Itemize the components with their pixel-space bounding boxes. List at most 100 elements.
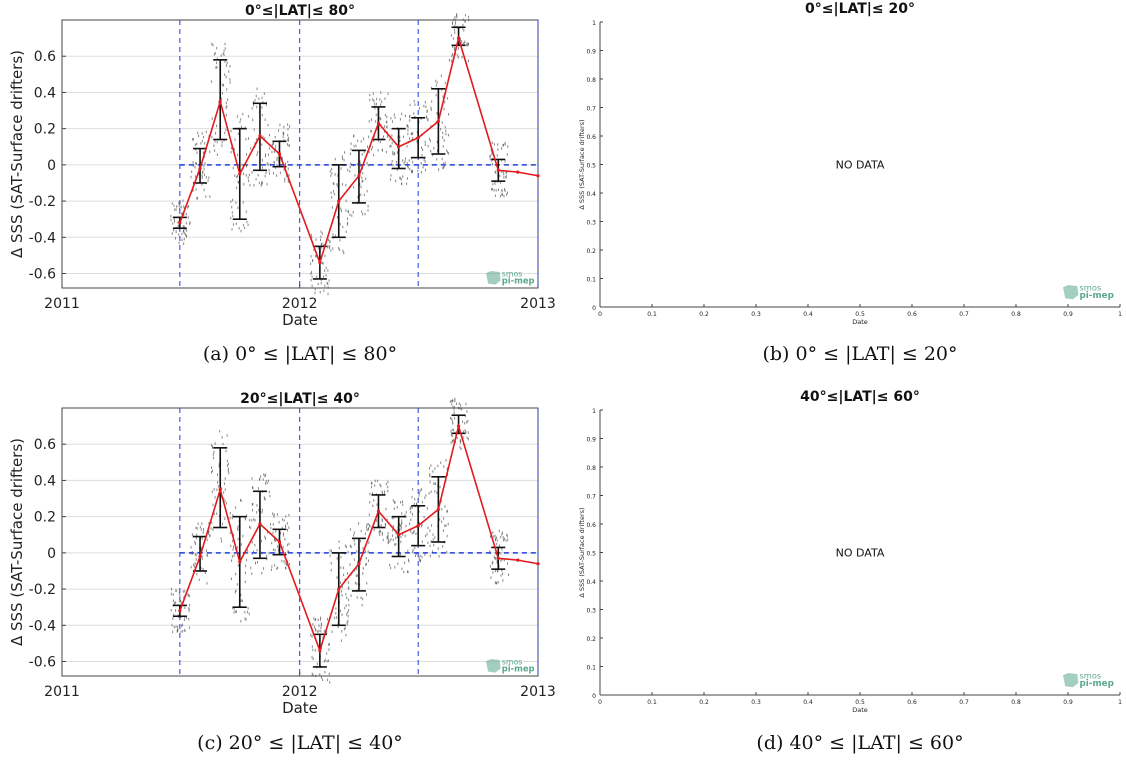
mean-point	[516, 558, 520, 562]
mean-point	[258, 522, 262, 526]
x-tick-label: 2013	[520, 684, 556, 700]
scatter-cloud	[170, 397, 509, 684]
y-tick-label: 0.4	[586, 191, 596, 198]
y-tick-label: 0.2	[586, 248, 596, 255]
y-tick-label: 0.7	[586, 106, 596, 113]
y-tick-label: 0.9	[586, 437, 596, 444]
y-tick-label: -0.6	[29, 267, 56, 283]
mean-point	[456, 36, 461, 40]
y-tick-label: 0.4	[34, 473, 56, 489]
x-tick-label: 0.8	[1011, 311, 1021, 318]
x-tick-label: 0.2	[699, 311, 709, 318]
mean-point	[357, 562, 361, 566]
chart-title: 0°≤|LAT|≤ 80°	[245, 3, 355, 19]
svg-text:smos: smos	[1080, 671, 1102, 681]
y-tick-label: 0.8	[586, 465, 596, 472]
y-tick-label: -0.2	[29, 582, 56, 598]
chart-a: 0°≤|LAT|≤ 80° -0.6 -0.4 -0.2 0 0.2 0.4 0.6 2011 2…	[8, 3, 556, 329]
x-tick-label: 2012	[282, 296, 318, 312]
x-axis-label: Date	[282, 311, 318, 329]
chart-d: 40°≤|LAT|≤ 60° 0 0.1 0.2 0.3 0.4 0.5 0.6 0.7 0.8 0…	[578, 389, 1122, 714]
mean-point	[277, 152, 282, 156]
panel-c: 20°≤|LAT|≤ 40° -0.6 -0.4 -0.2 0 0.2 0.4 0.6 2011…	[0, 388, 563, 718]
x-tick-label: 0.7	[959, 699, 969, 706]
y-tick-label: 0.5	[586, 551, 596, 558]
caption-b: (b) 0° ≤ |LAT| ≤ 20°	[762, 343, 958, 365]
y-tick-label: 1	[592, 20, 596, 27]
y-tick-label: 0.6	[586, 134, 596, 141]
y-tick-label: 0.1	[586, 277, 596, 284]
y-tick-label: 0.2	[586, 636, 596, 643]
y-tick-label: 0.6	[34, 437, 56, 453]
x-tick-label: 0.1	[647, 699, 657, 706]
scatter-cloud	[170, 13, 509, 296]
caption-c: (c) 20° ≤ |LAT| ≤ 40°	[197, 732, 403, 754]
y-tick-label: 0.7	[586, 494, 596, 501]
mean-point	[496, 168, 500, 172]
mean-point	[376, 121, 381, 125]
y-tick-label: 0.5	[586, 163, 596, 170]
mean-point	[416, 524, 420, 528]
y-tick-label: 0.4	[34, 85, 56, 101]
mean-point	[178, 221, 182, 225]
mean-point	[436, 507, 440, 512]
x-tick-label: 0.3	[751, 699, 761, 706]
mean-point	[178, 609, 182, 613]
y-tick-label: 0.1	[586, 665, 596, 672]
x-tick-label: 0.5	[855, 311, 865, 318]
x-axis-label: Date	[852, 706, 868, 714]
mean-point	[238, 560, 242, 564]
mean-point	[198, 554, 202, 559]
y-tick-label: 0.3	[586, 220, 596, 227]
y-tick-label: 0.3	[586, 608, 596, 615]
svg-text:smos: smos	[502, 657, 523, 666]
x-tick-label: 0.7	[959, 311, 969, 318]
caption-d: (d) 40° ≤ |LAT| ≤ 60°	[756, 732, 964, 754]
mean-point	[536, 562, 540, 566]
mean-point	[416, 136, 420, 140]
y-tick-label: 1	[592, 408, 596, 415]
x-tick-label: 2011	[44, 296, 80, 312]
mean-point	[536, 174, 540, 178]
y-axis-label: Δ SSS (SAT-Surface drifters)	[578, 507, 586, 597]
panel-d: 40°≤|LAT|≤ 60° 0 0.1 0.2 0.3 0.4 0.5 0.6 0.7 0.8 0…	[563, 388, 1126, 718]
svg-text:pi-mep: pi-mep	[1080, 679, 1114, 689]
x-tick-label: 0.6	[907, 311, 917, 318]
y-tick-label: 0	[47, 546, 56, 562]
mean-point	[456, 424, 461, 428]
x-tick-label: 2012	[282, 684, 318, 700]
x-tick-label: 0.8	[1011, 699, 1021, 706]
y-tick-label: -0.6	[29, 655, 56, 671]
x-tick-label: 0.6	[907, 699, 917, 706]
chart-c: 20°≤|LAT|≤ 40° -0.6 -0.4 -0.2 0 0.2 0.4 0.6 2011…	[8, 391, 556, 717]
y-tick-label: 0	[47, 158, 56, 174]
chart-title: 40°≤|LAT|≤ 60°	[800, 389, 920, 405]
mean-point	[198, 166, 202, 171]
panel-b: 0°≤|LAT|≤ 20° 0 0.1 0.2 0.3 0.4 0.5 0.6 0.7 0.8 0.…	[563, 0, 1126, 330]
y-tick-label: 0.6	[586, 522, 596, 529]
mean-point	[357, 174, 361, 178]
mean-point	[318, 649, 322, 653]
mean-point	[376, 509, 381, 513]
svg-text:pi-mep: pi-mep	[1080, 291, 1114, 301]
x-tick-label: 0.4	[803, 699, 813, 706]
no-data-label: NO DATA	[836, 159, 885, 172]
y-tick-label: 0.4	[586, 579, 596, 586]
chart-title: 0°≤|LAT|≤ 20°	[805, 1, 915, 17]
x-tick-label: 0.3	[751, 311, 761, 318]
mean-point	[496, 556, 500, 560]
y-axis-label: Δ SSS (SAT-Surface drifters)	[8, 50, 26, 258]
mean-point	[337, 199, 341, 203]
x-axis-label: Date	[852, 318, 868, 326]
x-tick-label: 0.5	[855, 699, 865, 706]
mean-point	[277, 540, 282, 544]
chart-title: 20°≤|LAT|≤ 40°	[240, 391, 360, 407]
x-tick-label: 2013	[520, 296, 556, 312]
mean-point	[218, 99, 222, 104]
y-tick-label: 0	[592, 693, 596, 700]
mean-point	[397, 533, 401, 537]
x-tick-label: 1	[1118, 311, 1122, 318]
x-tick-label: 0.9	[1063, 699, 1073, 706]
